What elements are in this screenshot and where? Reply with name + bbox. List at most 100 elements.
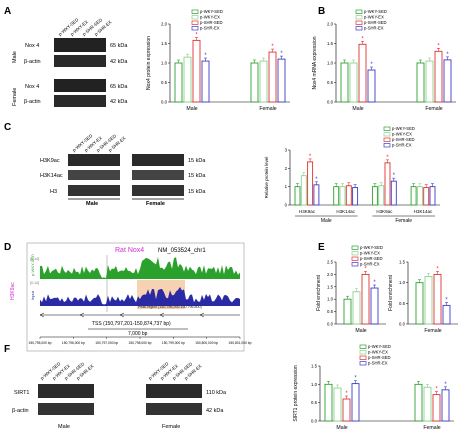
significance-star: * [370, 62, 373, 68]
category-label: Male [336, 425, 347, 431]
sex-label: Female [12, 88, 18, 106]
y-tick-label: 1.5 [311, 364, 318, 369]
chart-f: 0.0 0.5 1.0 1.5 SIRT1 protein expression * * Ma… [293, 344, 454, 431]
blot-band-h3k14ac-male [68, 170, 120, 180]
category-label: Male [355, 328, 366, 334]
blot-band-h3-male [68, 185, 120, 196]
significance-star: * [271, 44, 274, 50]
peak-label: Peak region (150,796,200-150,796,800) [138, 305, 202, 309]
bar [339, 186, 346, 206]
bar [259, 60, 268, 103]
category-label: Female [423, 425, 440, 431]
group-label: Female [395, 218, 412, 224]
kda-label: 15 kDa [188, 173, 206, 179]
blot-row-label: β-actin [24, 99, 41, 105]
y-tick-label: 0.0 [327, 322, 334, 327]
panel-label-d: D [4, 242, 11, 253]
legend-swatch [355, 20, 363, 25]
coord-label: 150,800,000 bp [195, 341, 218, 345]
bar [423, 187, 430, 206]
category-label: H3K14ac [414, 209, 433, 214]
blot-a: p-WKY-SED p-WKY-EX p-SHR-SED p-SHR-EX No… [12, 17, 128, 107]
bar [367, 69, 376, 103]
bar [423, 386, 432, 422]
bar [415, 282, 424, 325]
bar [277, 58, 286, 103]
y-tick-label: 1.0 [311, 382, 318, 387]
y-tick-label: 1.0 [327, 61, 334, 66]
kda-label: 15 kDa [188, 189, 206, 195]
bar [345, 185, 352, 206]
blot-f: p-WKY-SED p-WKY-EX p-SHR-SED p-SHR-EX p-… [12, 361, 227, 430]
legend-swatch [351, 262, 359, 267]
significance-star: * [386, 155, 389, 161]
y-tick-label: 0.5 [311, 400, 318, 405]
y-tick-label: 1.0 [399, 280, 406, 285]
category-label: H3K14ac [336, 209, 355, 214]
kda-label: 42 kDa [110, 99, 128, 105]
blot-band-h3-female [132, 185, 184, 196]
blot-band-h3k9ac-male [68, 154, 120, 166]
legend-swatch [351, 245, 359, 250]
track-gene-title: Rat Nox4 [115, 247, 144, 254]
legend-label: p-SHR-EX [200, 26, 220, 31]
legend-label: p-WKY-SED [392, 126, 415, 131]
blot-band-h3k14ac-female [132, 170, 184, 180]
bar [352, 187, 359, 206]
legend-label: p-WKY-EX [200, 15, 220, 20]
bar [183, 56, 192, 103]
blot-c: p-WKY-SED p-WKY-EX p-SHR-SED p-SHR-EX H3… [40, 133, 206, 207]
track-refseq: NM_053524_chr1 [158, 248, 206, 254]
bar [429, 186, 436, 206]
bar [340, 62, 349, 103]
y-tick-label: 2.0 [327, 272, 334, 277]
legend-swatch [383, 137, 391, 142]
legend-label: p-SHR-SED [364, 20, 387, 25]
y-tick-label: 0.0 [311, 419, 318, 424]
category-label: H3K9ac [299, 209, 316, 214]
sex-label: Female [146, 201, 165, 207]
legend-swatch [351, 251, 359, 256]
y-tick-label: 0.5 [327, 309, 334, 314]
legend-swatch [359, 355, 367, 360]
y-tick-label: 1.0 [161, 61, 168, 66]
significance-star: * [309, 154, 312, 160]
bar [443, 59, 452, 103]
y-tick-label: 1.5 [327, 41, 334, 46]
blot-band-h3k9ac-female [132, 154, 184, 166]
legend-swatch [359, 350, 367, 355]
blot-row-label: Nox 4 [25, 43, 39, 49]
bar [300, 175, 307, 206]
legend-swatch [355, 9, 363, 14]
significance-star: * [435, 387, 438, 393]
sex-label: Male [12, 51, 18, 63]
category-label: Male [186, 106, 197, 112]
bar [342, 398, 351, 422]
y-tick-label: 0.0 [161, 100, 168, 105]
bar [174, 62, 183, 103]
bar [414, 383, 423, 422]
significance-star: * [445, 297, 448, 303]
legend-label: p-SHR-SED [200, 20, 223, 25]
blot-band-actin-male [54, 55, 106, 67]
bar [442, 304, 451, 325]
track-input-label: Input [30, 290, 35, 300]
blot-band-nox4-male [54, 38, 106, 52]
legend-swatch [351, 256, 359, 261]
bar [432, 394, 441, 422]
significance-star: * [204, 53, 207, 59]
legend-label: p-SHR-SED [360, 256, 383, 261]
legend-label: p-WKY-EX [368, 350, 388, 355]
panel-label-f: F [4, 344, 10, 355]
blot-row-label: Nox 4 [25, 84, 39, 90]
blot-row-label: H3 [50, 189, 57, 195]
blot-band-sirt1-female [146, 384, 202, 398]
legend-label: p-SHR-SED [368, 355, 391, 360]
sex-label: Female [162, 424, 180, 430]
coord-label: 150,799,000 bp [162, 341, 185, 345]
bar [351, 383, 360, 422]
y-axis-label: Relative protein level [264, 157, 269, 199]
y-tick-label: 0.5 [399, 301, 406, 306]
legend-swatch [191, 20, 199, 25]
blot-band-actin-male [38, 403, 94, 415]
